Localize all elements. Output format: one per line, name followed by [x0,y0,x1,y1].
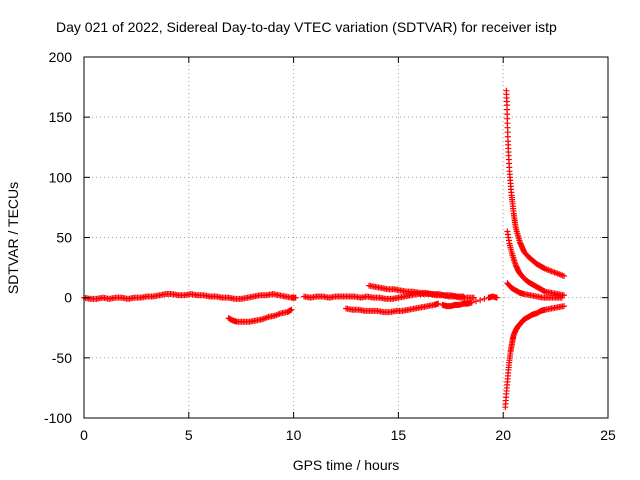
x-tick-label: 0 [80,427,88,443]
y-tick-label: 200 [49,49,73,65]
data-point [558,294,565,301]
x-tick-label: 15 [391,427,407,443]
chart-title: Day 021 of 2022, Sidereal Day-to-day VTE… [56,19,557,35]
data-point [560,273,567,280]
data-point [472,298,479,305]
data-point [292,294,299,301]
series-spike-low [504,280,565,301]
series-spike-up [503,87,567,280]
x-tick-label: 5 [185,427,193,443]
data-point [481,295,488,302]
data-point [560,303,567,310]
y-tick-label: 150 [49,109,73,125]
data-point [287,307,294,314]
series-spike-mid [504,228,567,299]
data-point [493,294,500,301]
y-tick-label: -50 [52,350,72,366]
series-arc-7to10 [225,306,295,325]
data-point [477,297,484,304]
data-point [460,293,467,300]
x-tick-label: 25 [600,427,616,443]
y-axis-label: SDTVAR / TECUs [5,182,21,294]
y-tick-label: 0 [64,290,72,306]
x-tick-label: 20 [495,427,511,443]
y-tick-label: 100 [49,169,73,185]
y-tick-label: -100 [44,410,72,426]
series-late-cluster [439,293,500,310]
y-tick-label: 50 [56,230,72,246]
data-point [541,265,548,272]
grid [84,57,608,418]
data-point [541,288,548,295]
data-point [435,300,442,307]
x-axis-label: GPS time / hours [293,457,400,473]
axis-ticks: 0 5 10 15 20 25 -100 -50 0 50 100 150 200 [44,49,616,443]
data-points [81,87,567,411]
data-point [470,294,477,301]
series-baseline-early [81,291,299,302]
x-tick-label: 10 [286,427,302,443]
data-point [288,306,295,313]
data-point [468,299,475,306]
series-arc-12to16-neg [343,300,442,316]
series-spike-down [502,303,567,411]
series-arc-13to16 [366,282,467,300]
